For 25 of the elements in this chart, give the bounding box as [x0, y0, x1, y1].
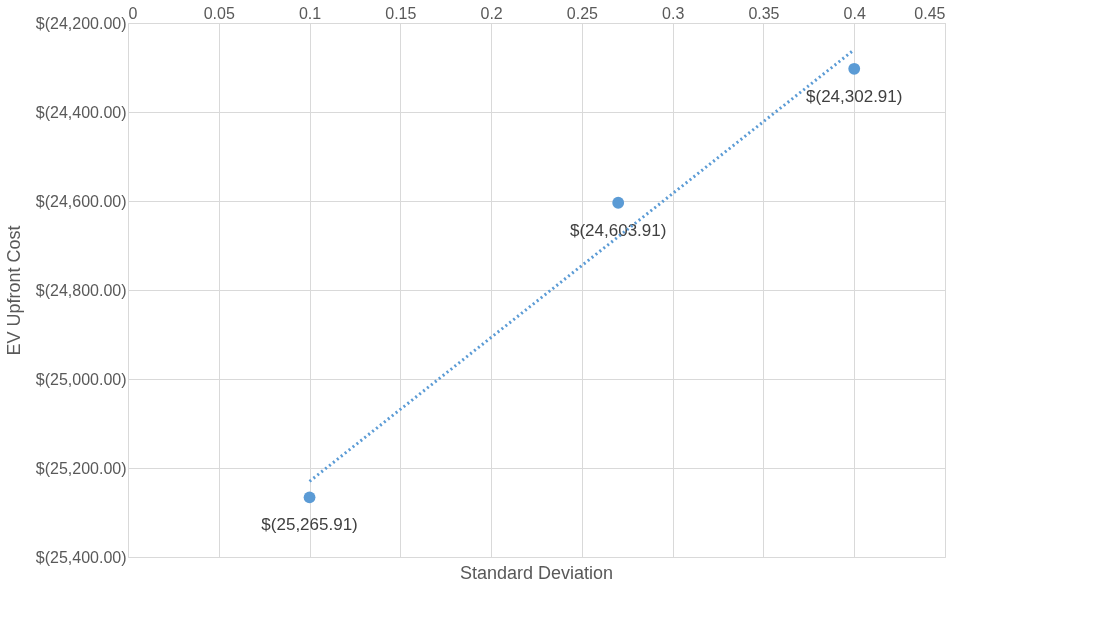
y-tick-label: $(24,400.00) — [35, 103, 127, 121]
point — [848, 62, 861, 75]
point — [612, 196, 625, 209]
x-tick-label: 0.35 — [748, 4, 780, 22]
x-tick-label: 0.1 — [298, 4, 322, 22]
x-tick-label: 0.4 — [843, 4, 866, 22]
point — [303, 491, 316, 504]
y-tick-label: $(24,200.00) — [35, 14, 127, 32]
y-tick-label: $(24,800.00) — [35, 281, 127, 299]
data-label: $(24,603.91) — [570, 220, 667, 240]
x-tick-label: 0.45 — [914, 4, 946, 22]
x-tick-label: 0.05 — [203, 4, 235, 22]
x-tick-label: 0.25 — [566, 4, 599, 22]
y-tick-label: $(25,400.00) — [35, 548, 127, 566]
x-tick-label: 0.3 — [662, 4, 685, 22]
y-tick-label: $(24,600.00) — [35, 192, 127, 210]
x-tick-label: 0.2 — [480, 4, 503, 22]
x-tick-label: 0.15 — [385, 4, 417, 22]
y-tick-label: $(25,200.00) — [35, 459, 127, 477]
x-tick-label: 0 — [128, 4, 138, 22]
y-tick-label: $(25,000.00) — [35, 370, 127, 388]
data-label: $(25,265.91) — [261, 515, 358, 535]
x-axis-title: Standard Deviation — [459, 563, 614, 583]
data-label: $(24,302.91) — [806, 86, 903, 106]
y-axis-title: EV Upfront Cost — [3, 225, 24, 356]
